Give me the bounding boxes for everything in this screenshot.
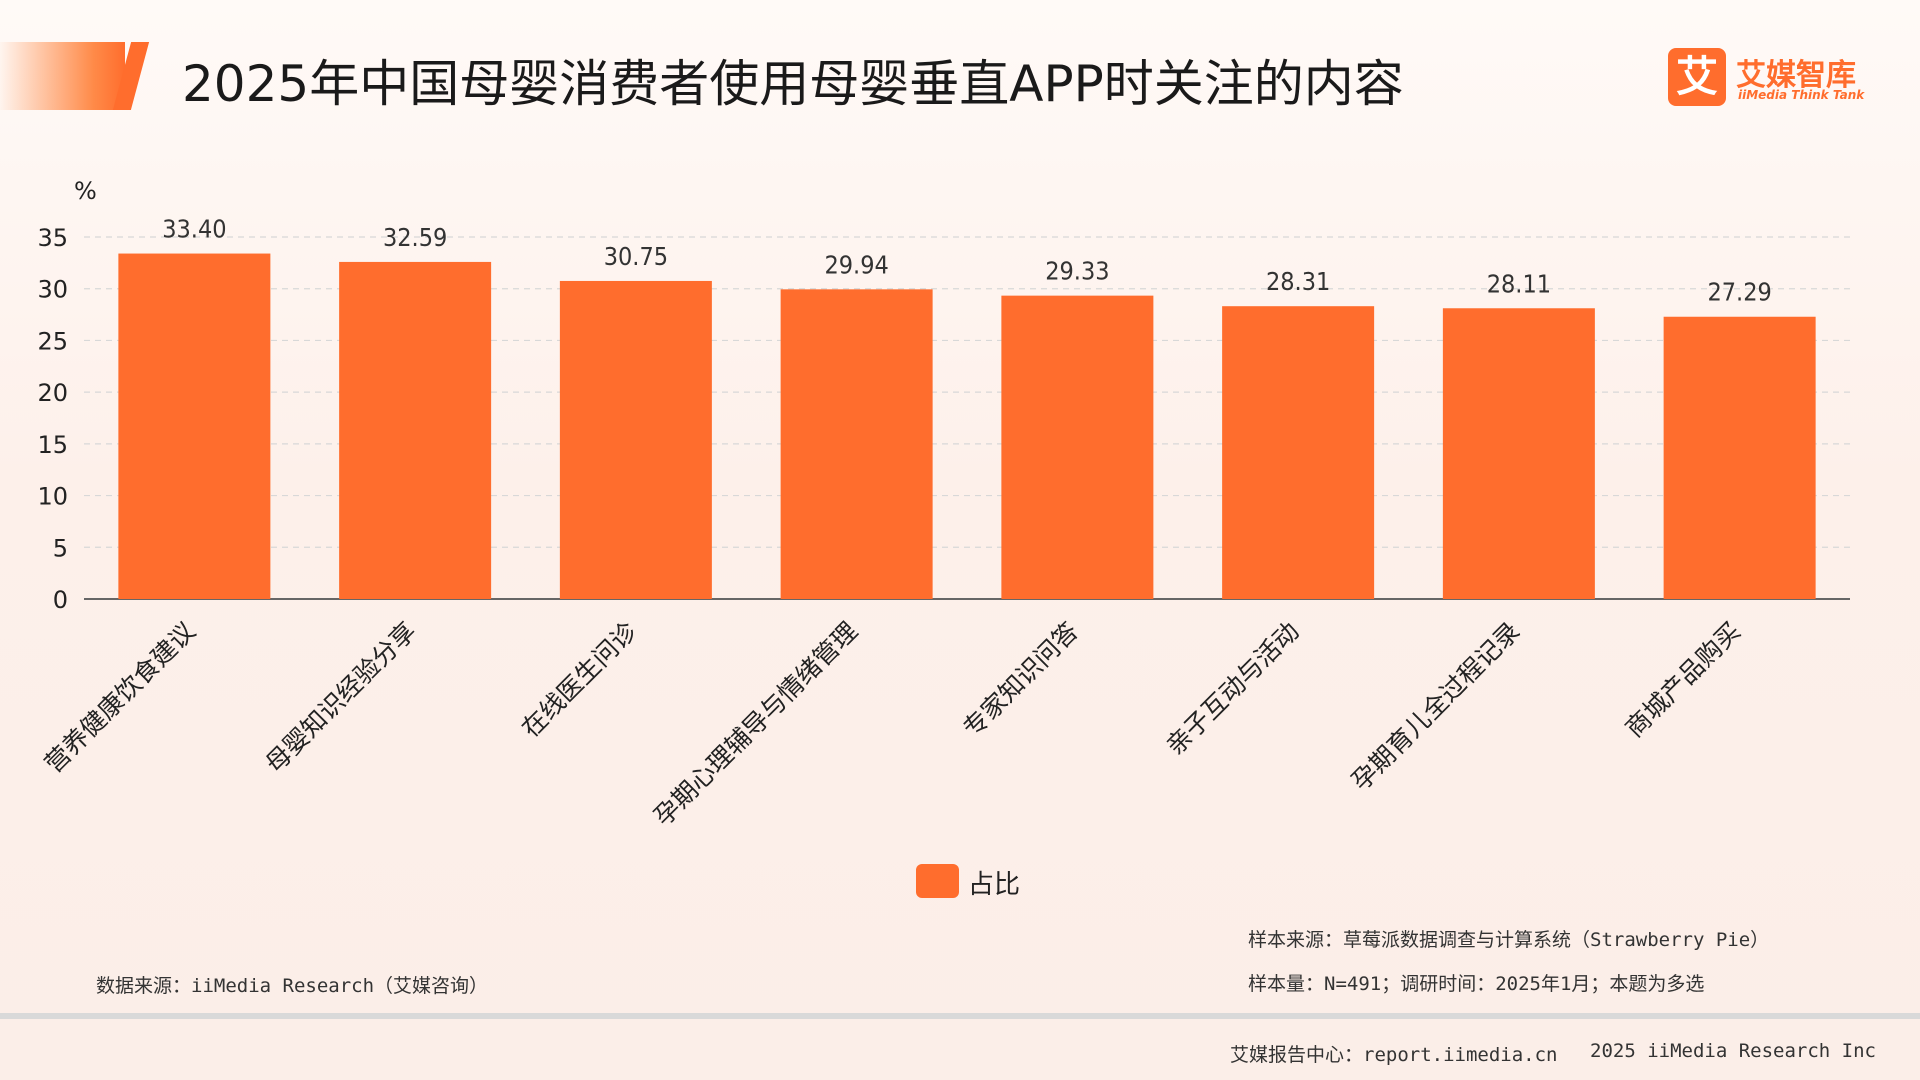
- sample-size-note: 样本量：N=491；调研时间：2025年1月；本题为多选: [1248, 973, 1705, 995]
- data-label: 28.31: [1266, 267, 1330, 296]
- bar: [118, 253, 271, 599]
- y-tick-label: 35: [37, 224, 68, 252]
- logo-name-en: iiMedia Think Tank: [1738, 88, 1865, 102]
- category-label: 营养健康饮食建议: [39, 616, 201, 778]
- y-tick-label: 10: [37, 483, 68, 511]
- title-accent-band: [0, 42, 125, 110]
- bar: [339, 261, 492, 599]
- iimedia-logo-icon: 艾: [1668, 48, 1726, 106]
- y-tick-label: 0: [53, 586, 68, 614]
- y-tick-label: 30: [37, 276, 68, 304]
- data-label: 32.59: [383, 223, 447, 252]
- data-label: 33.40: [162, 215, 226, 244]
- data-label: 29.33: [1045, 257, 1109, 286]
- bar: [1001, 295, 1154, 599]
- legend-swatch: [916, 864, 959, 898]
- bar: [1222, 306, 1375, 599]
- category-label: 孕期心理辅导与情绪管理: [648, 616, 863, 831]
- category-label: 在线医生问诊: [516, 616, 643, 743]
- bar: [1663, 316, 1816, 599]
- category-label: 商城产品购买: [1620, 616, 1747, 743]
- legend-label: 占比: [968, 870, 1021, 900]
- bar: [780, 289, 933, 599]
- y-tick-label: 15: [37, 431, 68, 459]
- footer-copyright: 2025 iiMedia Research Inc: [1590, 1040, 1876, 1062]
- sample-source-note: 样本来源：草莓派数据调查与计算系统（Strawberry Pie）: [1248, 929, 1770, 951]
- logo-name-cn: 艾媒智库: [1736, 58, 1856, 93]
- footer-report-center: 艾媒报告中心：report.iimedia.cn: [1230, 1044, 1558, 1066]
- y-tick-label: 25: [37, 327, 68, 355]
- category-label: 专家知识问答: [957, 616, 1084, 743]
- page-title: 2025年中国母婴消费者使用母婴垂直APP时关注的内容: [182, 55, 1404, 113]
- data-label: 30.75: [604, 242, 668, 271]
- footer-divider: [0, 1013, 1920, 1019]
- y-unit-label: %: [74, 177, 97, 205]
- data-label: 28.11: [1487, 269, 1551, 298]
- category-label: 亲子互动与活动: [1160, 616, 1304, 760]
- iimedia-logo: 艾 艾媒智库 iiMedia Think Tank: [1668, 48, 1868, 108]
- chart-bars: [118, 253, 1816, 599]
- bar: [559, 280, 712, 599]
- y-tick-label: 5: [53, 534, 68, 562]
- bar: [1442, 308, 1595, 599]
- category-label: 孕期育儿全过程记录: [1346, 616, 1526, 796]
- y-tick-label: 20: [37, 379, 68, 407]
- data-source-note: 数据来源：iiMedia Research（艾媒咨询）: [96, 975, 489, 997]
- data-label: 29.94: [824, 250, 888, 279]
- bar-chart: % 0 5 10 15 20 25 30 35 33.40 营养健康饮食建议 32.59 母婴知识经验分…: [37, 177, 1850, 831]
- data-label: 27.29: [1707, 278, 1771, 307]
- category-label: 母婴知识经验分享: [260, 616, 422, 778]
